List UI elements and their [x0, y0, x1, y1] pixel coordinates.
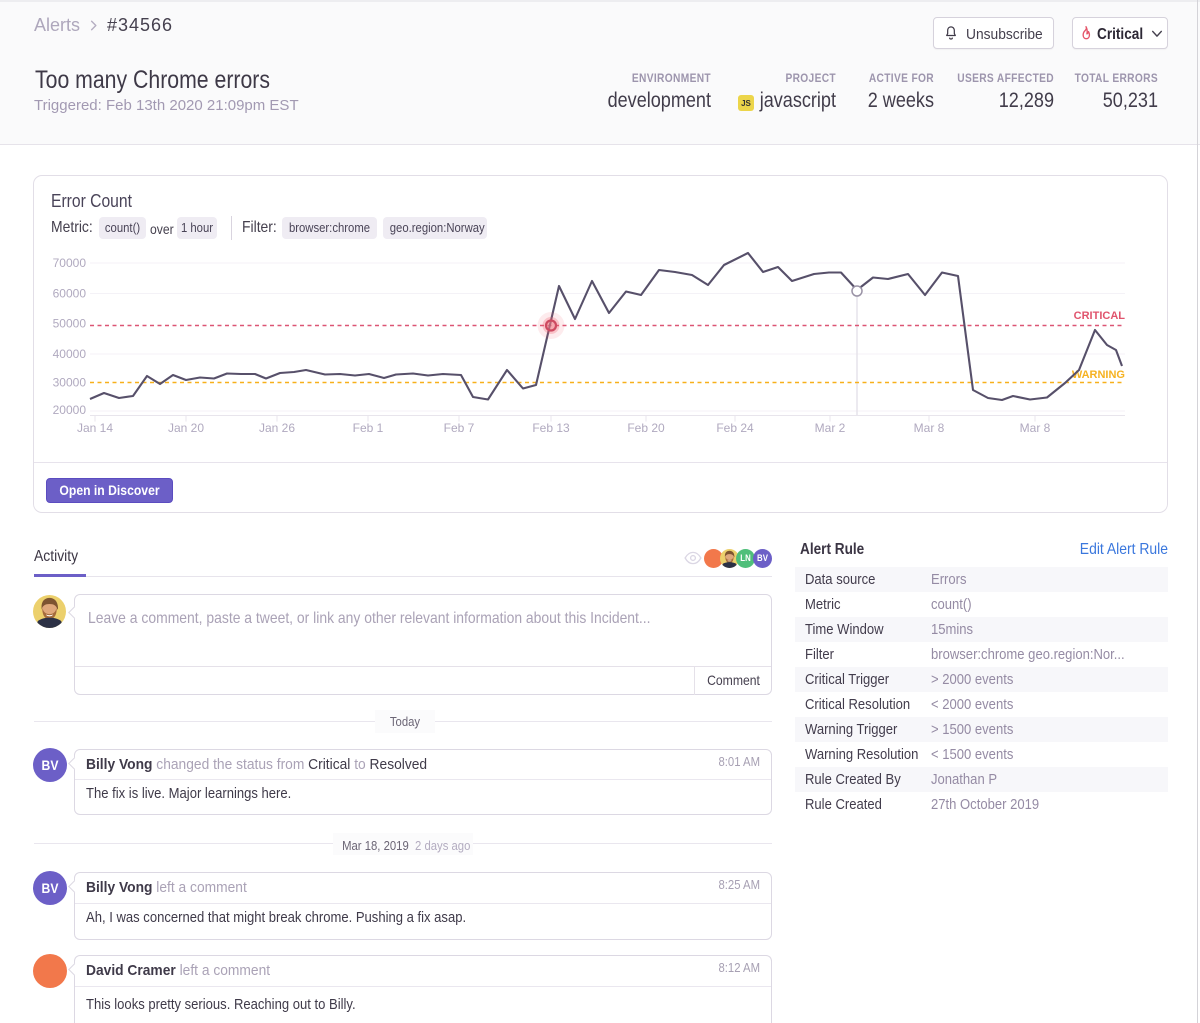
svg-text:70000: 70000: [53, 256, 87, 270]
svg-text:Feb 7: Feb 7: [444, 421, 475, 435]
svg-text:Feb 24: Feb 24: [716, 421, 754, 435]
svg-text:CRITICAL: CRITICAL: [1074, 310, 1126, 322]
svg-text:Jan 14: Jan 14: [77, 421, 113, 435]
svg-text:Jan 20: Jan 20: [168, 421, 204, 435]
svg-text:40000: 40000: [53, 347, 87, 361]
svg-text:20000: 20000: [53, 403, 87, 417]
svg-text:Feb 1: Feb 1: [353, 421, 384, 435]
svg-text:50000: 50000: [53, 317, 87, 331]
svg-text:60000: 60000: [53, 287, 87, 301]
svg-text:WARNING: WARNING: [1072, 369, 1125, 381]
svg-text:Mar 8: Mar 8: [914, 421, 945, 435]
svg-text:Feb 20: Feb 20: [627, 421, 665, 435]
svg-text:Mar 2: Mar 2: [815, 421, 846, 435]
svg-text:Mar 8: Mar 8: [1020, 421, 1051, 435]
svg-text:30000: 30000: [53, 375, 87, 389]
svg-text:Feb 13: Feb 13: [532, 421, 570, 435]
svg-text:Jan 26: Jan 26: [259, 421, 295, 435]
